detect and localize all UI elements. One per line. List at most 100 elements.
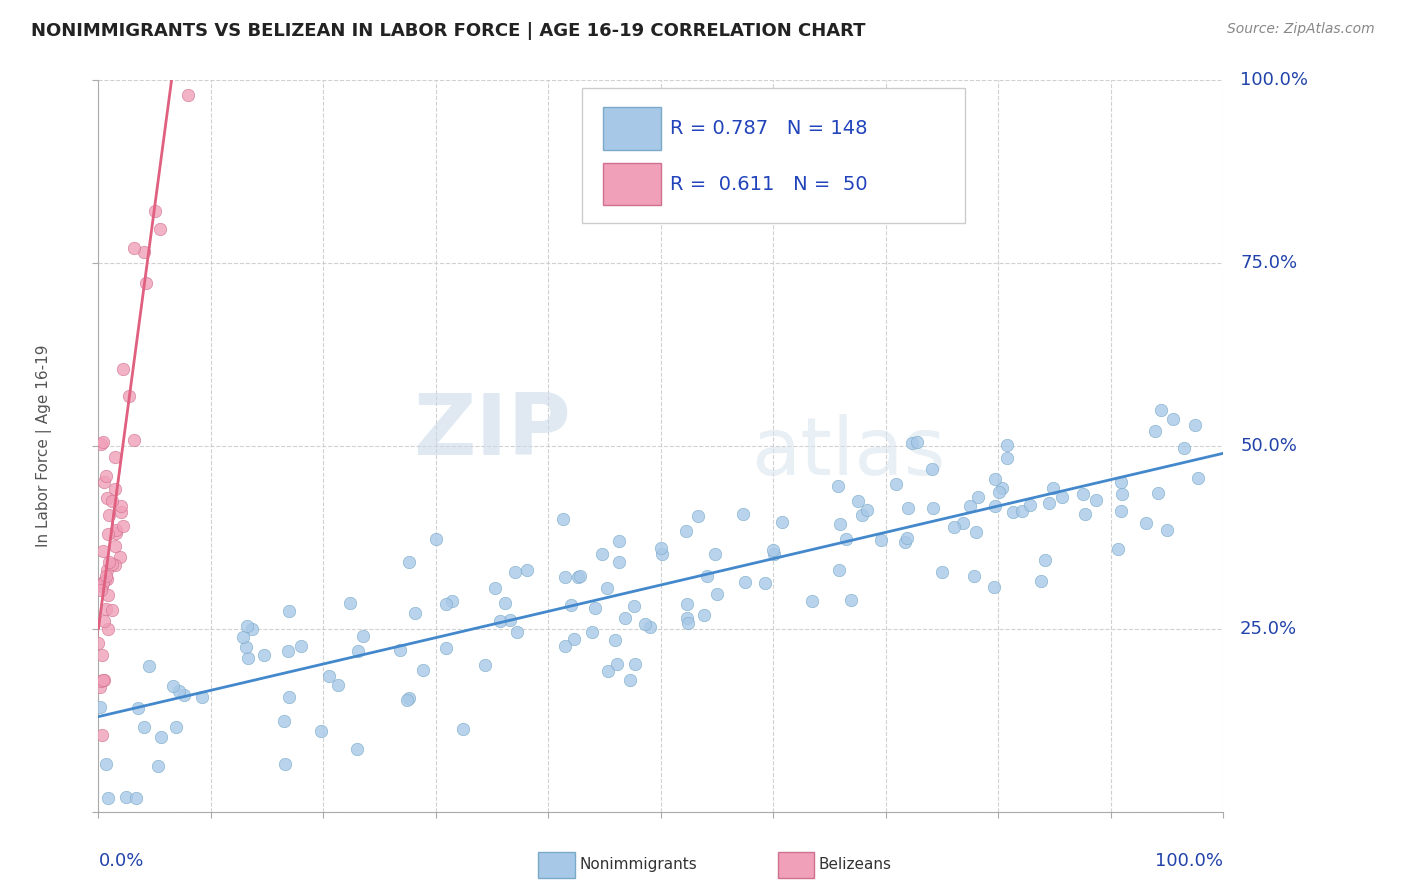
Point <box>1146 486 1168 500</box>
Point <box>704 548 727 562</box>
Point <box>132 245 155 260</box>
Point <box>97 791 120 805</box>
Point <box>253 648 276 663</box>
Point <box>603 632 626 647</box>
Point <box>474 657 496 672</box>
Point <box>232 630 254 644</box>
Point <box>907 435 929 450</box>
Point <box>97 588 120 602</box>
Point <box>828 517 851 532</box>
Point <box>583 601 606 615</box>
Point <box>242 622 264 636</box>
Point <box>675 524 697 538</box>
Point <box>870 533 893 547</box>
Text: 100.0%: 100.0% <box>1156 852 1223 870</box>
Point <box>489 614 512 628</box>
Point <box>675 610 697 624</box>
Point <box>1042 481 1064 495</box>
Point <box>995 438 1018 452</box>
Point <box>94 574 117 588</box>
Point <box>624 657 647 671</box>
Point <box>693 608 716 623</box>
Point <box>89 700 111 714</box>
Text: atlas: atlas <box>751 414 945 492</box>
Point <box>1173 442 1195 456</box>
Point <box>96 568 118 582</box>
Point <box>762 547 785 561</box>
Point <box>901 436 924 450</box>
Point <box>596 665 619 679</box>
Point <box>398 690 420 705</box>
Point <box>1029 574 1052 589</box>
Point <box>921 501 943 516</box>
Point <box>1073 487 1095 501</box>
Point <box>100 557 122 571</box>
Point <box>1111 487 1133 501</box>
Point <box>1107 542 1129 557</box>
Point <box>352 629 374 643</box>
Point <box>434 640 457 655</box>
Point <box>453 722 475 736</box>
Point <box>801 593 824 607</box>
Point <box>987 484 1010 499</box>
Point <box>967 490 990 504</box>
Point <box>104 483 127 497</box>
Point <box>389 642 412 657</box>
Point <box>1073 507 1095 521</box>
Point <box>696 569 718 583</box>
Text: Nonimmigrants: Nonimmigrants <box>579 857 697 871</box>
Point <box>105 525 128 540</box>
Point <box>568 569 591 583</box>
Point <box>148 758 170 772</box>
Point <box>97 508 120 523</box>
Text: Source: ZipAtlas.com: Source: ZipAtlas.com <box>1227 22 1375 37</box>
Point <box>762 543 785 558</box>
Point <box>236 619 259 633</box>
Point <box>1038 496 1060 510</box>
Point <box>90 436 112 450</box>
Point <box>96 601 118 615</box>
Point <box>90 582 112 597</box>
Point <box>125 791 148 805</box>
Point <box>101 603 124 617</box>
Point <box>91 648 114 662</box>
Point <box>93 475 115 489</box>
Point <box>434 597 457 611</box>
Point <box>686 508 709 523</box>
Point <box>855 503 877 517</box>
Point <box>896 500 918 515</box>
Point <box>162 679 184 693</box>
Point <box>149 730 172 744</box>
Point <box>983 580 1005 594</box>
Point <box>118 389 141 403</box>
Point <box>191 690 214 704</box>
Text: 100.0%: 100.0% <box>1240 71 1308 89</box>
Text: 0.0%: 0.0% <box>98 852 143 870</box>
Point <box>676 616 699 631</box>
Point <box>277 644 299 658</box>
Point <box>101 494 124 508</box>
Point <box>91 576 114 591</box>
Point <box>122 240 145 254</box>
Point <box>560 598 582 612</box>
Point <box>1011 504 1033 518</box>
Point <box>1052 490 1074 504</box>
Point <box>606 657 628 671</box>
Point <box>309 724 332 739</box>
Point <box>676 597 699 611</box>
Point <box>734 574 756 589</box>
Point <box>328 678 350 692</box>
Point <box>143 204 166 219</box>
Point <box>706 587 728 601</box>
Point <box>395 693 418 707</box>
Point <box>942 520 965 534</box>
Text: R = 0.787   N = 148: R = 0.787 N = 148 <box>669 119 868 138</box>
Point <box>770 516 793 530</box>
Point <box>567 569 589 583</box>
Point <box>273 714 295 728</box>
Point <box>494 597 516 611</box>
Point <box>91 579 114 593</box>
Point <box>959 499 981 513</box>
Point <box>404 606 426 620</box>
Point <box>94 469 117 483</box>
